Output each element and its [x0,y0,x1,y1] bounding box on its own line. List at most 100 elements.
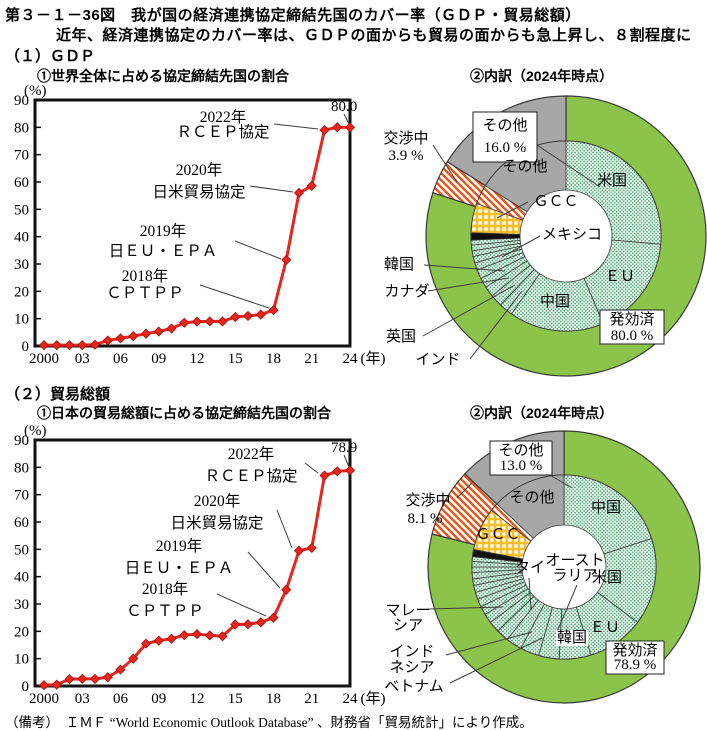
svg-text:15: 15 [228,691,243,707]
svg-text:メキシコ: メキシコ [542,227,602,243]
svg-text:60: 60 [14,175,29,191]
svg-text:06: 06 [113,691,129,707]
svg-text:2018年: 2018年 [122,267,169,285]
svg-text:ベトナム: ベトナム [384,679,444,695]
svg-text:(年): (年) [361,690,386,707]
svg-text:ＥＵ: ＥＵ [590,620,620,636]
svg-text:12: 12 [190,351,205,367]
svg-text:韓国: 韓国 [557,629,587,646]
svg-text:中国: 中国 [540,293,570,310]
svg-text:(%): (%) [24,423,47,439]
svg-text:90: 90 [14,433,29,449]
trade-line-chart-title: ①日本の貿易総額に占める協定締結先国の割合 [37,405,331,421]
trade-line-chart: 0 10 20 30 40 50 60 70 80 90 (%) 2000 03 06 09 12 15 18 21… [0,422,392,719]
svg-text:(%): (%) [24,83,47,99]
svg-text:30: 30 [14,257,29,273]
gdp-line-chart: 0 10 20 30 40 50 60 70 80 90 (%) 2000 03 06 09 12 15 18 21… [0,82,392,379]
svg-text:日ＥＵ・ＥＰＡ: 日ＥＵ・ＥＰＡ [109,243,218,260]
figure-subtitle: 近年、経済連携協定のカバー率は、ＧＤＰの面からも貿易の面からも急上昇し、８割程度… [56,27,692,44]
svg-text:15: 15 [228,351,243,367]
svg-text:ＣＰＴＰＰ: ＣＰＴＰＰ [106,285,184,302]
svg-text:12: 12 [190,691,205,707]
svg-text:その他: その他 [482,117,527,134]
svg-text:オースト: オースト [545,553,604,569]
svg-text:50: 50 [14,542,29,558]
svg-text:80: 80 [14,460,29,476]
svg-text:カナダ: カナダ [384,283,429,300]
svg-text:中国: 中国 [591,499,621,516]
svg-text:80: 80 [14,120,29,136]
svg-text:日ＥＵ・ＥＰＡ: 日ＥＵ・ＥＰＡ [125,560,234,577]
svg-text:その他: その他 [498,442,543,459]
svg-text:米国: 米国 [597,172,627,189]
svg-text:その他: その他 [502,158,547,175]
svg-text:英国: 英国 [386,327,416,345]
svg-text:78.9: 78.9 [331,440,357,456]
svg-text:8.1 %: 8.1 % [408,511,443,527]
svg-text:ネシア: ネシア [389,659,434,676]
svg-text:40: 40 [14,570,29,586]
svg-text:韓国: 韓国 [384,256,414,273]
svg-text:10: 10 [14,652,29,668]
svg-text:発効済: 発効済 [609,311,654,328]
svg-text:18: 18 [266,691,281,707]
section-2-label: （２）貿易総額 [5,386,111,403]
svg-text:ＥＵ: ＥＵ [605,269,635,285]
svg-text:20: 20 [14,284,29,300]
svg-text:交渉中: 交渉中 [383,129,428,147]
svg-text:2019年: 2019年 [156,537,203,555]
svg-text:21: 21 [304,691,319,707]
source-note: （備考） ＩＭＦ “World Economic Outlook Databas… [5,715,533,730]
svg-text:ＲＣＥＰ協定: ＲＣＥＰ協定 [204,467,297,485]
svg-text:3.9 %: 3.9 % [389,148,424,164]
svg-text:インド: インド [415,352,460,368]
section-1-label: （１）ＧＤＰ [5,48,96,65]
svg-text:90: 90 [14,93,29,109]
svg-text:ＲＣＥＰ協定: ＲＣＥＰ協定 [176,123,269,141]
svg-text:60: 60 [14,515,29,531]
figure-title: 第３－１－36図 我が国の経済連携協定締結先国のカバー率（ＧＤＰ・貿易総額） [5,7,581,24]
svg-text:2019年: 2019年 [140,222,187,240]
svg-text:24: 24 [343,691,359,707]
svg-text:ＧＣＣ: ＧＣＣ [475,527,520,543]
svg-text:06: 06 [113,351,129,367]
svg-text:マレー: マレー [385,603,430,619]
svg-text:米国: 米国 [592,569,622,586]
svg-text:2000: 2000 [29,691,59,707]
svg-text:09: 09 [151,351,166,367]
gdp-donut-chart-title: ②内訳（2024年時点） [470,68,614,84]
svg-text:交渉中: 交渉中 [405,491,450,509]
svg-text:シア: シア [393,618,423,634]
gdp-line-chart-title: ①世界全体に占める協定締結先国の割合 [37,68,289,84]
svg-text:0: 0 [22,339,30,355]
svg-text:30: 30 [14,597,29,613]
svg-text:2022年: 2022年 [200,108,247,126]
svg-text:ＣＰＴＰＰ: ＣＰＴＰＰ [126,603,204,620]
svg-text:40: 40 [14,230,29,246]
svg-text:2020年: 2020年 [194,492,241,510]
svg-text:2020年: 2020年 [176,161,223,179]
svg-text:その他: その他 [509,489,554,506]
svg-text:70: 70 [14,488,29,504]
svg-text:16.0 %: 16.0 % [484,140,527,156]
trade-donut-chart-title: ②内訳（2024年時点） [470,405,614,421]
svg-text:発効済: 発効済 [612,642,657,659]
svg-text:80.0: 80.0 [331,99,357,115]
svg-text:2022年: 2022年 [228,445,275,463]
svg-text:21: 21 [304,351,319,367]
svg-text:13.0 %: 13.0 % [500,458,543,474]
trade-donut-chart: その他 13.0 % 交渉中 8.1 % ＧＣＣ その他 中国 米国 ＥＵ 韓国 オースト ラリア タイ… [360,420,707,725]
svg-text:24: 24 [343,351,359,367]
svg-text:70: 70 [14,148,29,164]
svg-text:日米貿易協定: 日米貿易協定 [170,514,263,532]
svg-text:50: 50 [14,202,29,218]
svg-text:2000: 2000 [29,351,59,367]
svg-text:インド: インド [389,644,434,660]
svg-text:ラリア: ラリア [552,568,597,584]
svg-text:(年): (年) [361,350,386,367]
svg-text:03: 03 [75,351,90,367]
svg-text:ＧＣＣ: ＧＣＣ [533,194,578,210]
svg-text:日米貿易協定: 日米貿易協定 [152,183,245,201]
svg-text:20: 20 [14,624,29,640]
